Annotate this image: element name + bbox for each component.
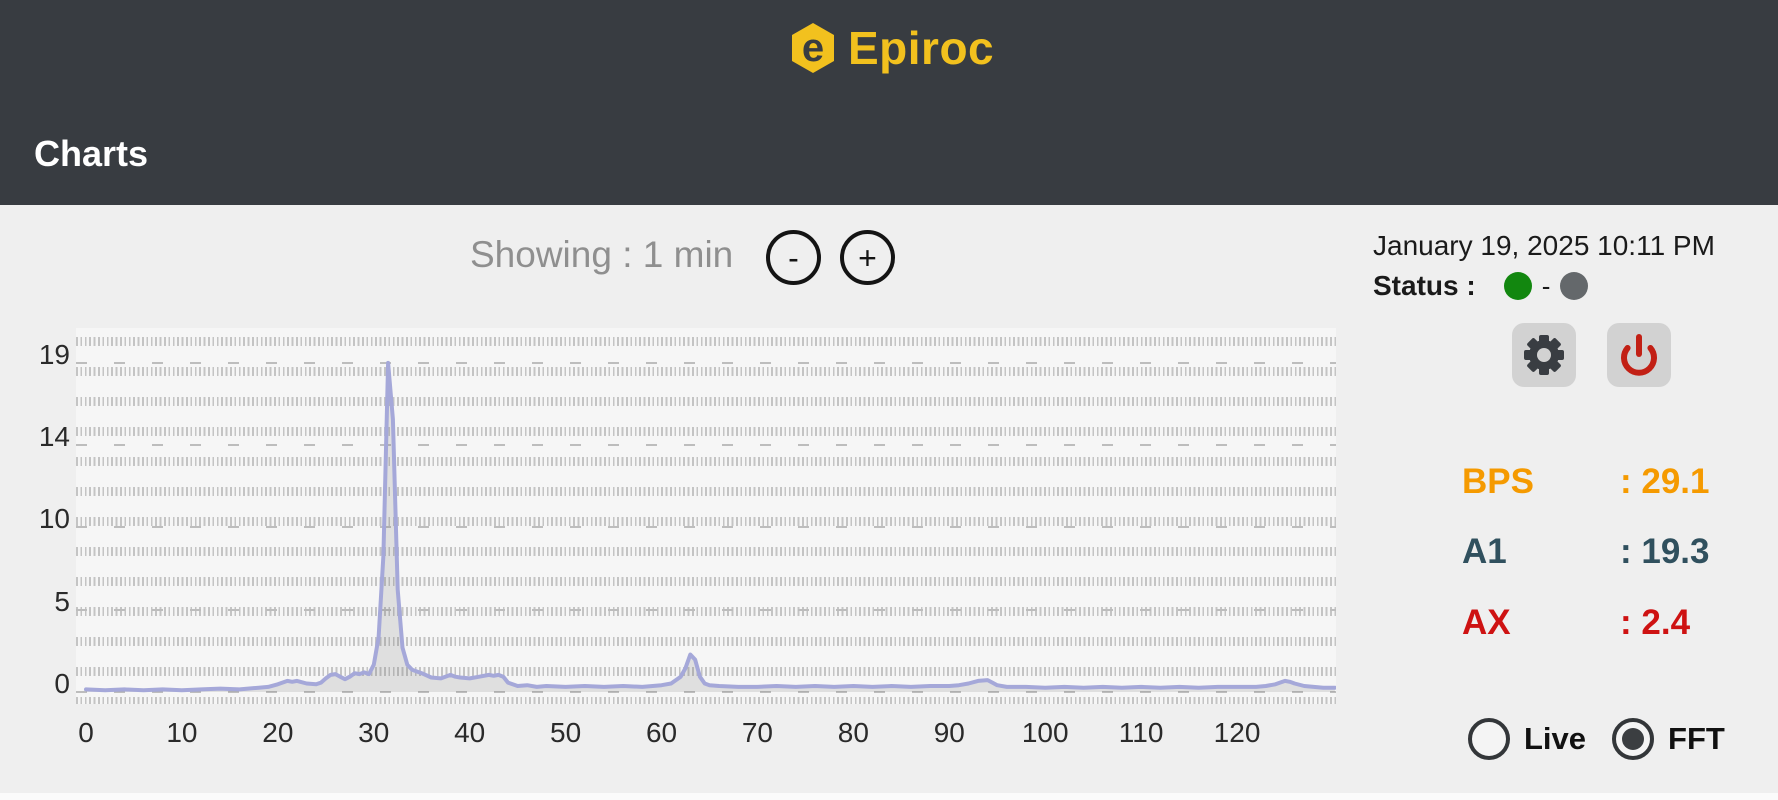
- y-gridline-dashed: [76, 608, 1336, 611]
- x-axis-tick-label: 0: [78, 717, 94, 748]
- power-icon: [1621, 334, 1657, 376]
- settings-button[interactable]: [1512, 323, 1576, 387]
- mode-selector: Live FFT: [1468, 717, 1725, 761]
- x-axis-tick-label: 10: [166, 717, 198, 748]
- x-axis-tick-label: 110: [1118, 717, 1164, 748]
- series-line: [84, 360, 1336, 693]
- live-radio[interactable]: [1468, 718, 1510, 760]
- showing-range-label: Showing : 1 min: [470, 234, 734, 275]
- plus-icon: +: [858, 239, 877, 276]
- epiroc-hexagon-icon: e: [792, 23, 834, 73]
- y-gridline-dashed: [76, 526, 1336, 529]
- metric-value-ax: : 2.4: [1620, 603, 1691, 642]
- x-axis-tick-label: 60: [645, 717, 678, 748]
- metric-label-bps: BPS: [1462, 462, 1534, 501]
- x-axis-tick-label: 80: [837, 717, 869, 748]
- x-axis-tick-label: 40: [454, 717, 486, 748]
- fft-chart-plot-area: [76, 328, 1336, 704]
- y-axis-tick-label: 10: [38, 503, 70, 535]
- app-header: e Epiroc Charts: [0, 0, 1778, 205]
- zoom-in-button[interactable]: +: [840, 230, 895, 285]
- x-axis-tick-label: 30: [358, 717, 390, 748]
- y-gridline-dashed: [76, 444, 1336, 447]
- power-button[interactable]: [1607, 323, 1671, 387]
- status-separator: -: [1541, 270, 1551, 301]
- x-axis-tick-label: 50: [550, 717, 582, 748]
- radio-dot: [1622, 728, 1645, 750]
- bottom-strip: [0, 793, 1778, 800]
- radio-dot: [1478, 728, 1500, 750]
- y-gridline-dashed: [76, 691, 1336, 693]
- y-axis-tick-label: 0: [54, 668, 70, 699]
- x-axis-tick-label: 20: [262, 717, 294, 748]
- status-gray-dot-icon: [1560, 272, 1589, 300]
- metric-label-a1: A1: [1462, 532, 1507, 571]
- zoom-out-button[interactable]: -: [766, 230, 821, 285]
- live-radio-label: Live: [1524, 721, 1587, 756]
- metric-value-bps: : 29.1: [1620, 462, 1710, 501]
- y-axis-tick-label: 19: [38, 338, 70, 370]
- minus-icon: -: [788, 239, 799, 276]
- y-axis-tick-label: 14: [38, 421, 70, 453]
- x-axis-tick-label: 70: [741, 717, 774, 748]
- svg-text:e: e: [802, 26, 824, 70]
- metric-value-a1: : 19.3: [1620, 532, 1710, 571]
- status-green-dot-icon: [1503, 272, 1532, 300]
- metric-row-ax: AX : 2.4: [1462, 603, 1722, 643]
- fft-radio-label: FFT: [1668, 721, 1725, 756]
- fft-series-chart: [84, 360, 1336, 693]
- series-area-fill: [86, 362, 1335, 692]
- datetime-label: January 19, 2025 10:11 PM: [1373, 230, 1715, 261]
- x-axis-tick-label: 90: [933, 717, 965, 748]
- x-axis-tick-label: 120: [1213, 717, 1261, 748]
- status-label: Status :: [1373, 270, 1476, 301]
- y-axis-tick-label: 5: [54, 585, 70, 617]
- metric-row-bps: BPS : 29.1: [1462, 462, 1722, 502]
- fft-radio[interactable]: [1612, 718, 1655, 760]
- x-axis-tick-label: 100: [1021, 717, 1069, 748]
- metric-label-ax: AX: [1462, 603, 1511, 642]
- page-title: Charts: [34, 133, 149, 174]
- y-gridline-dashed: [76, 361, 1336, 364]
- epiroc-logo: e Epiroc: [790, 20, 994, 76]
- status-row: Status : -: [1373, 270, 1589, 302]
- gear-icon: [1524, 335, 1564, 375]
- metric-row-a1: A1 : 19.3: [1462, 532, 1722, 572]
- brand-name: Epiroc: [848, 22, 995, 74]
